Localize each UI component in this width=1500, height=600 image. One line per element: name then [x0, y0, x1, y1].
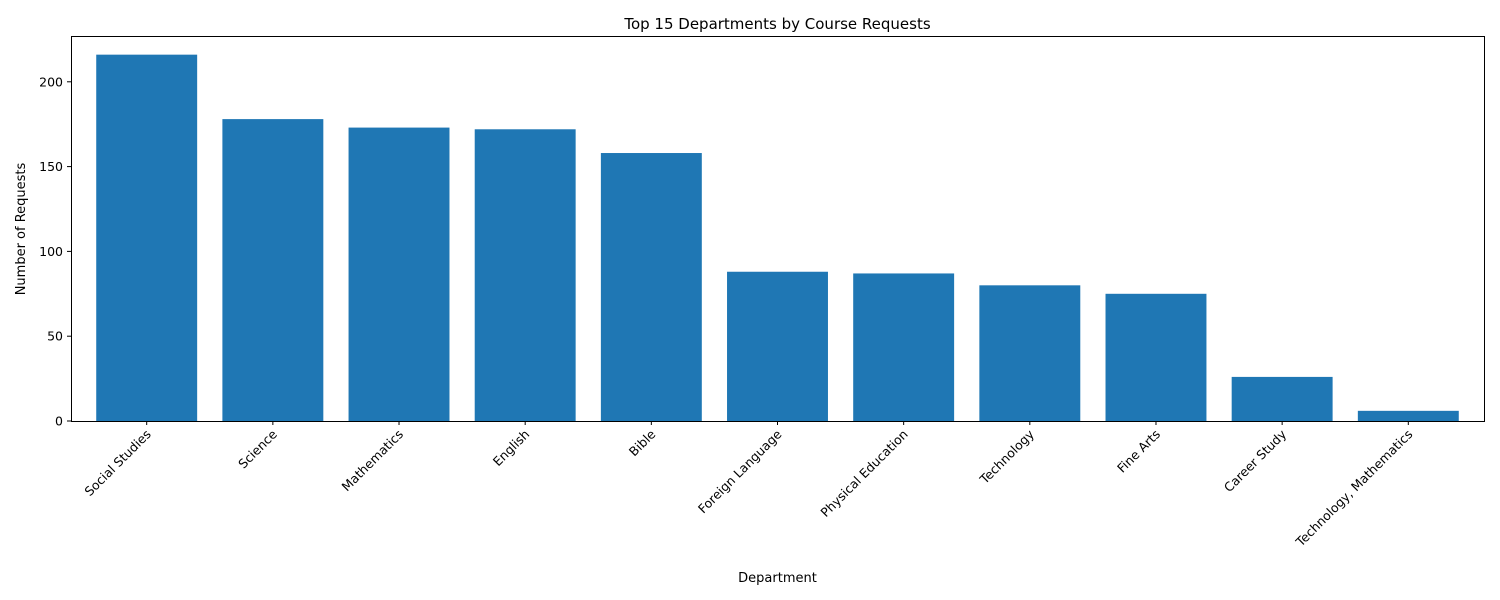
y-tick-label: 0 [55, 414, 63, 429]
x-tick-label: Career Study [1221, 426, 1290, 495]
bar-career-study [1231, 376, 1333, 421]
bar-fine-arts [1105, 293, 1207, 421]
x-tick-label: Science [235, 426, 280, 471]
y-tick-label: 100 [39, 244, 63, 259]
x-tick-label: Technology [976, 426, 1037, 487]
x-tick-label: Mathematics [339, 427, 407, 495]
bar-english [474, 129, 576, 422]
bars-group [96, 54, 1459, 422]
plot-frame [71, 36, 1485, 422]
y-axis-label: Number of Requests [14, 162, 29, 295]
y-tick-label: 150 [39, 159, 63, 174]
bar-technology [979, 285, 1081, 421]
bar-mathematics [348, 127, 450, 421]
x-tick-label: Technology, Mathematics [1292, 427, 1415, 550]
y-axis: 0 50 100 150 200 [39, 74, 71, 429]
x-tick-label: Physical Education [817, 427, 910, 520]
x-tick-label: Foreign Language [695, 426, 785, 516]
x-tick-label: Bible [626, 426, 659, 459]
chart-title: Top 15 Departments by Course Requests [623, 15, 931, 33]
bar-physical-education [853, 273, 955, 421]
bar-technology-mathematics [1357, 410, 1459, 421]
x-axis-label: Department [738, 571, 817, 586]
bar-social-studies [96, 54, 198, 422]
bar-foreign-language [727, 271, 828, 421]
x-tick-label: English [490, 427, 533, 470]
y-tick-label: 200 [39, 74, 63, 89]
bar-bible [600, 153, 702, 421]
x-axis: Social Studies Science Mathematics English B… [81, 421, 1415, 550]
y-tick-label: 50 [47, 329, 63, 344]
bar-science [222, 119, 324, 422]
x-tick-label: Fine Arts [1114, 427, 1163, 476]
x-tick-label: Social Studies [81, 427, 153, 499]
